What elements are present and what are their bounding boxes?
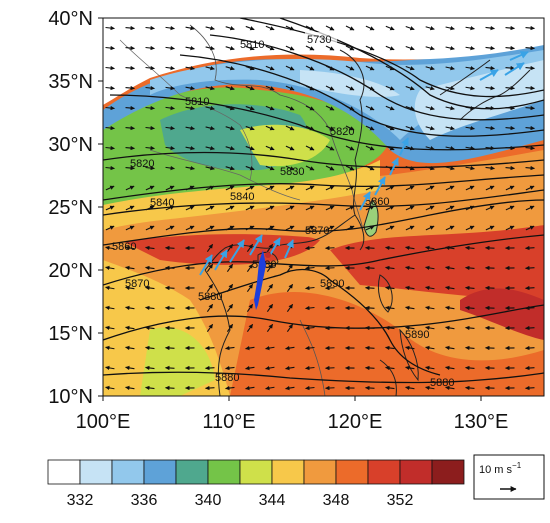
colorbar-bin (112, 460, 144, 484)
wind-vector (166, 368, 175, 369)
colorbar (48, 460, 464, 484)
colorbar-label: 336 (131, 492, 158, 509)
wind-vector (166, 308, 175, 309)
contour-label: 5870 (305, 225, 329, 237)
contour-label: 5880 (198, 291, 222, 303)
wind-vector (366, 308, 375, 309)
colorbar-bin (176, 460, 208, 484)
wind-vector (526, 348, 535, 349)
colorbar-label: 348 (323, 492, 350, 509)
colorbar-bin (432, 460, 464, 484)
wind-vector (166, 248, 175, 249)
colorbar-label: 344 (259, 492, 286, 509)
wind-vector (166, 388, 175, 389)
lat-label-30n: 30°N (48, 134, 93, 156)
lat-label-40n: 40°N (48, 8, 93, 30)
colorbar-tick-labels: 332 336 340 344 348 352 (67, 492, 414, 509)
wind-vector (526, 288, 535, 289)
contour-label: 5860 (112, 241, 136, 253)
wind-vector (526, 248, 535, 249)
colorbar-bin (80, 460, 112, 484)
wind-vector (526, 328, 535, 329)
colorbar-label: 352 (387, 492, 414, 509)
contour-label: 5810 (185, 96, 209, 108)
colorbar-bin (144, 460, 176, 484)
wind-vector (326, 388, 335, 389)
lat-label-25n: 25°N (48, 197, 93, 219)
wind-vector (526, 388, 535, 389)
wind-vector (366, 388, 375, 389)
wind-vector (326, 248, 335, 249)
wind-vector (366, 328, 375, 329)
colorbar-label: 340 (195, 492, 222, 509)
contour-label: 5840 (230, 191, 254, 203)
contour-label: 5890 (405, 329, 429, 341)
contour-label: 5860 (365, 196, 389, 208)
wind-vector (366, 248, 375, 249)
colorbar-bin (368, 460, 400, 484)
lat-label-20n: 20°N (48, 260, 93, 282)
lat-label-10n: 10°N (48, 386, 93, 408)
wind-vector (366, 348, 375, 349)
lon-label-120e: 120°E (328, 411, 383, 433)
lon-label-100e: 100°E (76, 411, 131, 433)
wind-vector (166, 328, 175, 329)
colorbar-label: 332 (67, 492, 94, 509)
wind-vector (526, 268, 535, 269)
longitude-labels: 100°E 110°E 120°E 130°E (76, 411, 509, 433)
contour-label: 5730 (307, 34, 331, 46)
contour-label: 5880 (215, 372, 239, 384)
reference-vector-legend: 10 m s−1 (474, 455, 544, 499)
wind-vector (526, 308, 535, 309)
colorbar-bin (336, 460, 368, 484)
colorbar-bin (240, 460, 272, 484)
lat-label-15n: 15°N (48, 323, 93, 345)
colorbar-bin (304, 460, 336, 484)
lon-label-110e: 110°E (202, 411, 255, 433)
colorbar-bin (48, 460, 80, 484)
wind-vector (166, 288, 175, 289)
wind-vector (206, 348, 215, 349)
wind-vector (366, 288, 375, 289)
contour-label: 5830 (280, 166, 304, 178)
wind-vector (326, 368, 335, 369)
latitude-labels: 40°N 35°N 30°N 25°N 20°N 15°N 10°N (48, 8, 93, 408)
wind-vector (206, 368, 215, 369)
wind-vector (326, 328, 335, 329)
lon-label-130e: 130°E (454, 411, 509, 433)
colorbar-bin (272, 460, 304, 484)
wind-vector (326, 268, 335, 269)
colorbar-bin (400, 460, 432, 484)
lat-label-35n: 35°N (48, 71, 93, 93)
wind-vector (366, 368, 375, 369)
contour-label: 5880 (430, 377, 454, 389)
wind-vector (166, 348, 175, 349)
wind-vector (326, 288, 335, 289)
wind-vector (166, 268, 175, 269)
wind-vector (326, 308, 335, 309)
wind-vector (526, 368, 535, 369)
wind-vector (206, 388, 215, 389)
colorbar-bin (208, 460, 240, 484)
wind-vector (326, 348, 335, 349)
wind-vector (366, 268, 375, 269)
